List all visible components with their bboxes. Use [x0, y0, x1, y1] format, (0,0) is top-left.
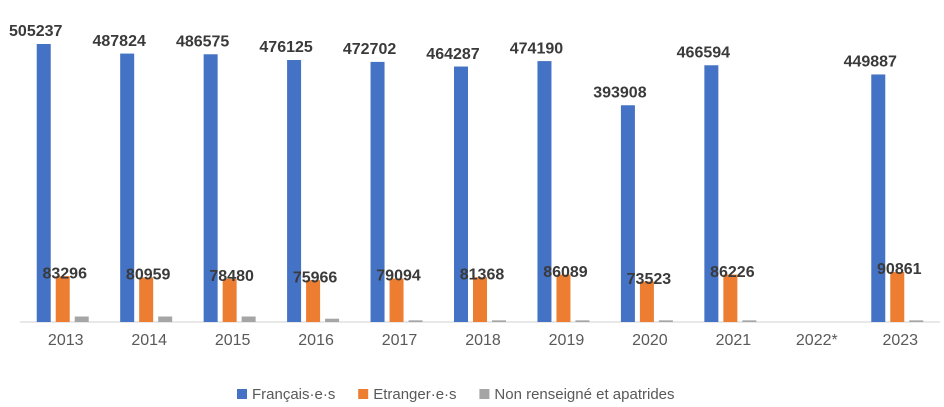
x-tick-label: 2016 — [298, 332, 334, 349]
legend-label: Etranger·e·s — [373, 386, 456, 403]
data-label: 80959 — [126, 267, 171, 284]
bar — [723, 274, 738, 322]
data-label: 86226 — [710, 264, 755, 281]
data-label: 464287 — [426, 46, 479, 63]
bar — [389, 278, 404, 322]
x-tick-label: 2021 — [716, 332, 752, 349]
bar — [871, 74, 886, 323]
bar — [658, 320, 673, 322]
bar — [241, 316, 256, 322]
bar — [203, 54, 218, 322]
data-label: 78480 — [209, 268, 254, 285]
bar — [575, 320, 590, 322]
legend-label: Français·e·s — [252, 386, 335, 403]
bar — [492, 320, 506, 322]
data-label: 86089 — [543, 264, 588, 281]
x-tick-label: 2017 — [382, 332, 418, 349]
bar — [287, 60, 302, 322]
bar — [36, 44, 51, 322]
x-tick-label: 2015 — [215, 332, 251, 349]
data-label: 505237 — [9, 23, 62, 40]
bar — [222, 278, 237, 322]
bar — [537, 61, 552, 323]
bar — [306, 280, 321, 322]
data-label: 75966 — [293, 269, 338, 286]
data-label: 79094 — [376, 268, 421, 285]
bar — [158, 316, 173, 322]
x-tick-label: 2019 — [549, 332, 585, 349]
bar — [454, 66, 468, 322]
data-label: 472702 — [343, 41, 396, 58]
bar — [890, 272, 905, 322]
bar — [704, 65, 719, 322]
legend-swatch — [358, 389, 369, 399]
x-tick-label: 2018 — [465, 332, 501, 349]
data-label: 486575 — [176, 33, 229, 50]
bar — [408, 320, 423, 322]
x-tick-label: 2023 — [882, 332, 918, 349]
data-label: 81368 — [460, 266, 505, 283]
bar — [55, 276, 70, 322]
bar — [370, 61, 385, 323]
data-label: 487824 — [92, 33, 145, 50]
bar — [909, 320, 924, 322]
data-label: 476125 — [259, 39, 312, 56]
data-label: 90861 — [877, 261, 922, 278]
legend-label: Non renseigné et apatrides — [494, 386, 674, 403]
data-label: 393908 — [593, 84, 646, 101]
bar — [620, 105, 635, 322]
x-tick-label: 2020 — [632, 332, 668, 349]
data-label: 466594 — [677, 44, 730, 61]
bar — [120, 53, 135, 323]
data-label: 73523 — [627, 271, 672, 288]
x-tick-label: 2022* — [796, 332, 838, 349]
legend-swatch — [479, 389, 490, 399]
bar — [74, 316, 89, 322]
bar — [139, 277, 154, 322]
data-label: 474190 — [510, 40, 563, 57]
legend-swatch — [237, 389, 247, 399]
x-tick-label: 2014 — [131, 332, 167, 349]
bar — [556, 274, 571, 322]
bar — [742, 320, 757, 322]
data-label: 83296 — [42, 265, 87, 282]
data-label: 449887 — [844, 54, 897, 71]
bar — [639, 281, 654, 322]
bar — [473, 277, 487, 322]
x-tick-label: 2013 — [48, 332, 84, 349]
bar — [325, 318, 340, 322]
